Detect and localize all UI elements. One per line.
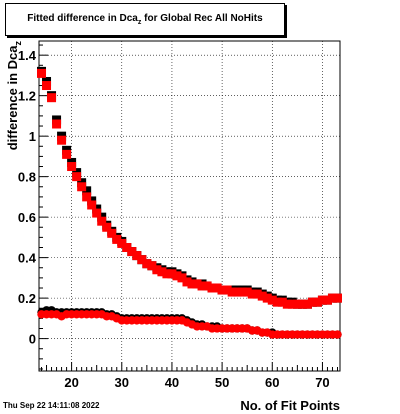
- y-tick-label: 0.4: [18, 251, 37, 266]
- data-point-square: [122, 243, 132, 253]
- y-tick-label: 0: [29, 332, 36, 347]
- x-tick-label: 20: [64, 375, 78, 390]
- data-point-square: [62, 149, 72, 159]
- data-point-square: [177, 273, 187, 283]
- x-tick-label: 70: [315, 375, 329, 390]
- data-point-square: [237, 287, 247, 297]
- data-point-square: [97, 216, 107, 226]
- data-point-square: [172, 271, 182, 281]
- data-point-square: [247, 289, 257, 299]
- data-point-square: [147, 261, 157, 271]
- data-point-square: [182, 277, 192, 287]
- data-point-square: [307, 297, 317, 307]
- data-point-square: [137, 255, 147, 265]
- data-point-square: [57, 135, 67, 145]
- chart-title-box: Fitted difference in Dcaz for Global Rec…: [5, 3, 285, 36]
- data-point-square: [157, 267, 167, 277]
- data-point-square: [102, 222, 112, 232]
- data-point-square: [162, 269, 172, 279]
- data-point-square: [227, 287, 237, 297]
- data-point-square: [112, 234, 122, 244]
- x-tick-label: 30: [115, 375, 129, 390]
- y-tick-label: 1: [29, 129, 36, 144]
- timestamp: Thu Sep 22 14:11:08 2022: [3, 401, 100, 410]
- data-point-square: [272, 297, 282, 307]
- data-point-square: [107, 228, 117, 238]
- data-point-square: [87, 200, 97, 210]
- data-point-square: [277, 297, 287, 307]
- x-axis-title: No. of Fit Points: [240, 398, 340, 413]
- y-tick-label: 0.8: [18, 170, 36, 185]
- data-point-square: [322, 295, 332, 305]
- data-point-square: [287, 299, 297, 309]
- data-point-square: [217, 285, 227, 295]
- data-point-square: [82, 192, 92, 202]
- data-point-square: [267, 295, 277, 305]
- plot-frame: [38, 40, 341, 372]
- data-point-square: [72, 172, 82, 182]
- data-point-square: [297, 299, 307, 309]
- data-point-circle: [333, 330, 342, 339]
- data-point-square: [52, 119, 62, 129]
- data-point-square: [82, 186, 92, 196]
- labels-layer: 20 30 40 50 60 70 0 0.2 0.4 0.6 0.8 1 1.2 1.4 No. of F…: [5, 41, 340, 414]
- data-point-square: [292, 299, 302, 309]
- data-point-square: [232, 287, 242, 297]
- data-point-square: [92, 208, 102, 218]
- x-tick-label: 60: [265, 375, 279, 390]
- y-tick-label: 1.4: [18, 48, 37, 63]
- data-point-square: [117, 238, 127, 248]
- data-point-square: [282, 299, 292, 309]
- data-point-square: [327, 293, 337, 303]
- data-point-square: [332, 293, 342, 303]
- data-point-square: [252, 289, 262, 299]
- grid-layer: [39, 41, 340, 371]
- data-point-square: [152, 265, 162, 275]
- data-point-square: [242, 287, 252, 297]
- data-point-square: [222, 285, 232, 295]
- y-tick-label: 1.2: [18, 89, 36, 104]
- chart-title-main: Fitted difference in Dca: [27, 13, 138, 24]
- data-point-square: [187, 279, 197, 289]
- chart-title-suffix: for Global Rec All NoHits: [141, 13, 263, 24]
- x-tick-label: 50: [215, 375, 229, 390]
- data-point-square: [212, 283, 222, 293]
- data-point-square: [192, 279, 202, 289]
- data-point-square: [262, 293, 272, 303]
- chart-title: Fitted difference in Dcaz for Global Rec…: [27, 13, 262, 26]
- y-axis-title: difference in Dcaz: [5, 41, 23, 151]
- data-point-square: [132, 251, 142, 261]
- data-point-square: [167, 269, 177, 279]
- data-point-square: [202, 281, 212, 291]
- data-point-square: [127, 247, 137, 257]
- data-point-square: [312, 297, 322, 307]
- data-point-square: [42, 81, 52, 91]
- data-point-square: [317, 295, 327, 305]
- marks-layer: [37, 66, 342, 339]
- x-tick-label: 40: [165, 375, 179, 390]
- data-point-square: [197, 281, 207, 291]
- data-point-square: [302, 299, 312, 309]
- chart-title-subscript: z: [137, 19, 142, 26]
- data-point-square: [207, 283, 217, 293]
- y-tick-label: 0.6: [18, 210, 36, 225]
- y-tick-label: 0.2: [18, 291, 36, 306]
- data-point-square: [142, 259, 152, 269]
- data-point-square: [37, 68, 47, 78]
- data-point-square: [67, 162, 77, 172]
- data-point-square: [77, 182, 87, 192]
- data-point-square: [47, 93, 57, 103]
- data-point-square: [257, 291, 267, 301]
